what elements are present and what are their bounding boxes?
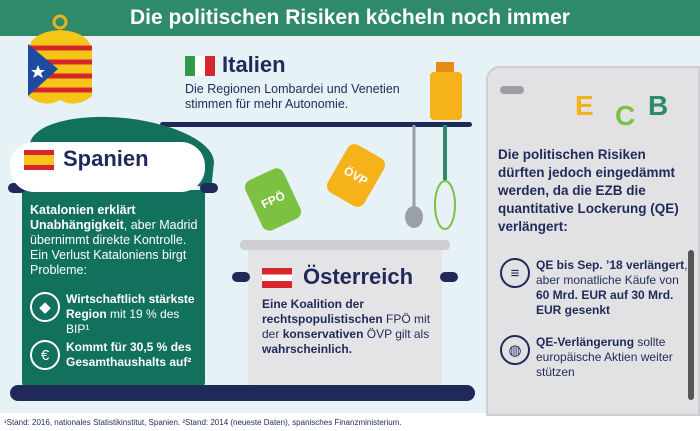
item-bold: 60 Mrd. EUR auf 30 Mrd. EUR gesenkt — [536, 288, 674, 317]
pot-handle — [232, 272, 250, 282]
austria-heading: Österreich — [303, 264, 414, 289]
utensil-rail — [160, 122, 472, 127]
item-bold: QE-Verlängerung — [536, 335, 635, 349]
t: ÖVP gilt als — [363, 327, 430, 341]
spain-intro-bold: Katalonien erklärt Unabhängigkeit — [30, 203, 136, 232]
ladle-whisk-icon — [405, 125, 456, 230]
italy-heading: Italien — [222, 52, 286, 77]
spain-item-gdp: ◆ Wirtschaftlich stärkste Region mit 19 … — [30, 292, 205, 337]
pot-handle — [440, 272, 458, 282]
t: mit der — [262, 312, 431, 341]
t: konservativen — [282, 327, 364, 341]
austria-text: Eine Koalition der rechtspopulistischen … — [262, 297, 437, 357]
catalonia-map-icon: ◆ — [30, 292, 60, 322]
stove-burners — [10, 385, 475, 401]
t: wahrscheinlich. — [262, 342, 353, 356]
ecb-letter-c: C — [615, 100, 636, 131]
spain-text: Katalonien erklärt Unabhängigkeit, aber … — [30, 203, 202, 278]
ecb-item-qe-extension: ≡ QE bis Sep. ’18 verlängert, aber monat… — [500, 258, 690, 318]
item-bold: QE bis Sep. ’18 verlängert — [536, 258, 685, 272]
spain-flag-icon — [24, 150, 54, 170]
item-text: sollte europäische Aktien weiter stützen — [536, 335, 673, 379]
spain-heading: Spanien — [63, 146, 149, 171]
spain-intro-rest: , aber Madrid übernimmt direkte Kontroll… — [30, 218, 198, 277]
t: FPÖ — [386, 312, 411, 326]
pot-handle — [8, 183, 26, 193]
europe-map-icon: ◍ — [500, 335, 530, 365]
italy-flag-icon — [185, 56, 215, 76]
t: Eine Koalition der rechtspopulistischen — [262, 297, 387, 326]
page-title: Die politischen Risiken köcheln noch imm… — [0, 0, 700, 36]
ecb-item-european-stocks: ◍ QE-Verlängerung sollte europäische Akt… — [500, 335, 690, 380]
austria-pot-rim — [240, 240, 450, 250]
bar-chart-icon: ≡ — [500, 258, 530, 288]
fridge-handle — [500, 86, 524, 94]
item-bold: Kommt für 30,5 % des Gesamthaushalts auf… — [66, 340, 192, 369]
item-text: , aber monatliche Käufe von — [536, 258, 688, 287]
ecb-letter-b: B — [648, 90, 669, 121]
euro-icon: € — [30, 340, 60, 370]
catalan-flag-potholder-icon — [28, 14, 92, 104]
pot-handle — [200, 183, 218, 193]
ecb-intro-text: Die politischen Risiken dürften jedoch e… — [498, 147, 679, 234]
ecb-letter-e: E — [575, 90, 594, 121]
footnote: ¹Stand: 2016, nationales Statistikinstit… — [4, 418, 402, 427]
italy-text: Die Regionen Lombardei und Venetien stim… — [185, 82, 400, 111]
fridge-door-handle — [688, 250, 694, 400]
oil-jar-icon — [430, 62, 462, 120]
item-text: mit 19 % des BIP¹ — [66, 307, 180, 336]
austria-flag-icon — [262, 268, 292, 288]
spain-item-budget: € Kommt für 30,5 % des Gesamthaushalts a… — [30, 340, 205, 370]
item-bold: Wirtschaftlich stärkste Region — [66, 292, 195, 321]
